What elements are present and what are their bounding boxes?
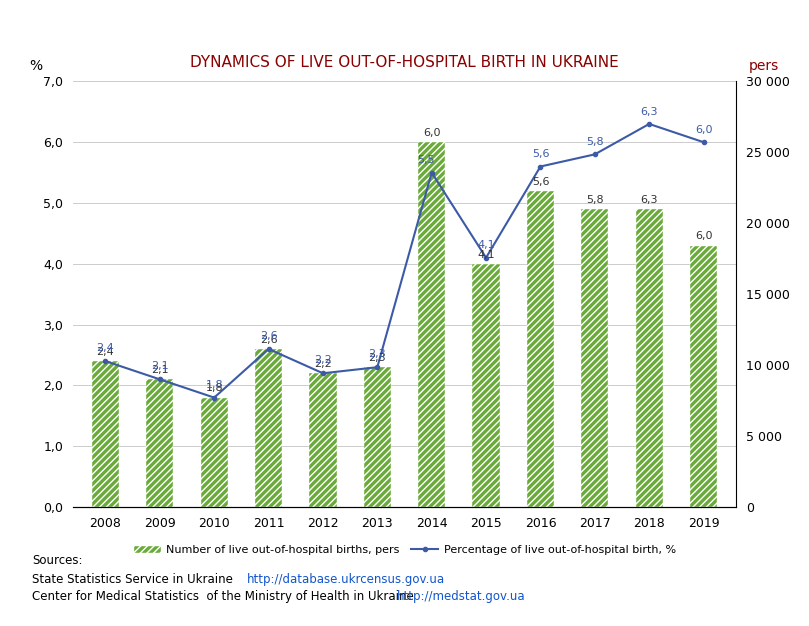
Bar: [636, 209, 663, 507]
Text: http://database.ukrcensus.gov.ua: http://database.ukrcensus.gov.ua: [247, 573, 445, 586]
Text: 6,0: 6,0: [695, 125, 712, 135]
Legend: Number of live out-of-hospital births, pers, Percentage of live out-of-hospital : Number of live out-of-hospital births, p…: [129, 540, 680, 559]
Text: 4,1: 4,1: [477, 240, 495, 250]
Text: 6,3: 6,3: [641, 106, 658, 116]
Bar: [201, 398, 228, 507]
Text: 5,6: 5,6: [532, 177, 549, 187]
Text: State Statistics Service in Ukraine: State Statistics Service in Ukraine: [32, 573, 237, 586]
Bar: [309, 373, 337, 507]
Text: Center for Medical Statistics  of the Ministry of Health in Ukraine: Center for Medical Statistics of the Min…: [32, 590, 418, 603]
Text: 2,4: 2,4: [96, 343, 114, 353]
Bar: [146, 379, 173, 507]
Text: 5,6: 5,6: [532, 149, 549, 159]
Bar: [255, 349, 282, 507]
Text: 6,3: 6,3: [641, 195, 658, 205]
Bar: [472, 264, 500, 507]
Text: pers: pers: [749, 59, 779, 73]
Text: http://medstat.gov.ua: http://medstat.gov.ua: [396, 590, 525, 603]
Text: 1,8: 1,8: [205, 383, 223, 393]
Title: DYNAMICS OF LIVE OUT-OF-HOSPITAL BIRTH IN UKRAINE: DYNAMICS OF LIVE OUT-OF-HOSPITAL BIRTH I…: [190, 56, 619, 71]
Bar: [92, 361, 119, 507]
Text: 2,3: 2,3: [369, 353, 386, 363]
Bar: [527, 191, 554, 507]
Text: 1,8: 1,8: [205, 380, 223, 390]
Text: 2,2: 2,2: [314, 356, 332, 366]
Text: 2,4: 2,4: [96, 347, 114, 357]
Bar: [690, 245, 717, 507]
Text: 2,1: 2,1: [151, 365, 168, 375]
Text: 2,3: 2,3: [369, 349, 386, 359]
Text: 2,2: 2,2: [314, 359, 332, 369]
Text: 5,5: 5,5: [417, 155, 435, 165]
Text: 2,6: 2,6: [260, 331, 277, 341]
Bar: [581, 209, 608, 507]
Text: 6,0: 6,0: [423, 128, 440, 138]
Bar: [418, 142, 445, 507]
Bar: [364, 367, 391, 507]
Text: 4,1: 4,1: [477, 250, 495, 260]
Text: Sources:: Sources:: [32, 554, 83, 567]
Text: 5,8: 5,8: [586, 137, 604, 147]
Text: 5,8: 5,8: [586, 195, 604, 205]
Text: 2,1: 2,1: [151, 361, 168, 371]
Text: 6,0: 6,0: [695, 232, 712, 241]
Text: 2,6: 2,6: [260, 335, 277, 345]
Text: %: %: [30, 59, 43, 73]
